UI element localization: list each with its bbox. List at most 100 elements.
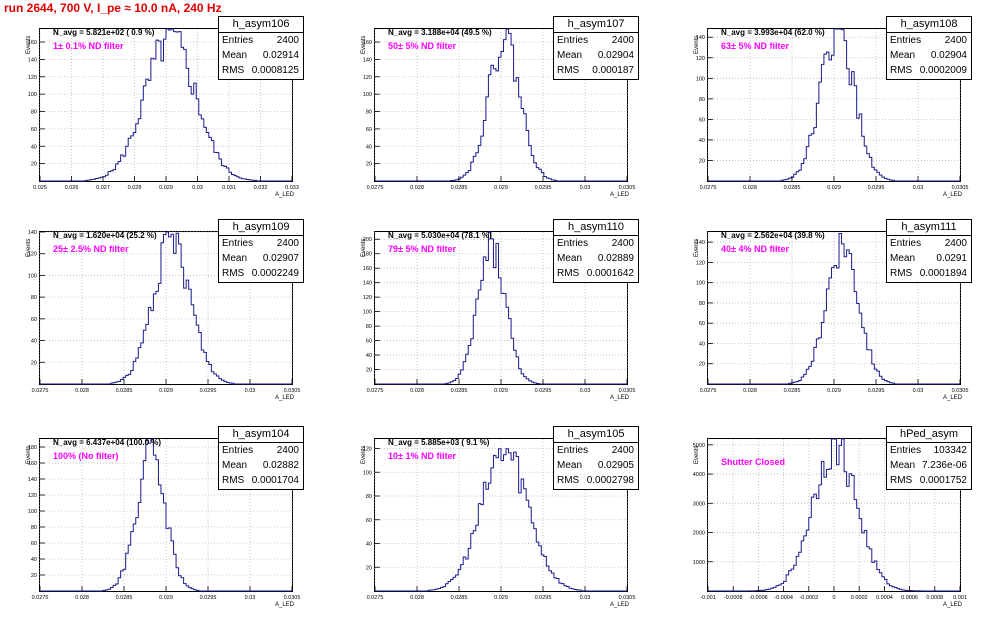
y-tick-label: 40 [366,542,372,548]
stat-value: 0.02905 [597,460,634,471]
stat-key: Mean [222,460,248,471]
x-axis-label: A_LED [943,395,963,401]
histogram-name: h_asym106 [219,17,303,33]
histogram-series [375,28,627,182]
mean-row: Mean 0.0291 [887,251,971,266]
stat-key: RMS [557,268,580,279]
y-tick-label: 120 [363,295,372,301]
entries-row: Entries 2400 [219,443,303,458]
plot-frame: 1000 2000 3000 4000 5000 -0.001 -0.0008 -0.0006… [693,438,967,601]
navg-text: N_avg = 2.562e+04 (39.8 %) [721,231,825,240]
y-tick-label: 60 [699,321,705,327]
x-tick-label: 0.001 [953,595,967,601]
x-tick-label: 0.028 [743,185,757,191]
y-tick-label: 100 [363,470,372,476]
mean-row: Mean 0.02904 [554,48,638,63]
x-tick-label: 0.03 [913,388,924,394]
y-tick-label: 20 [699,362,705,368]
x-tick-label: 0.0002 [851,595,868,601]
stat-value: 0.0002249 [251,268,299,279]
stats-box: h_asym110 Entries 2400 Mean 0.02889 RMS 0.0001… [553,219,639,283]
stat-value: 7.236e-06 [921,460,967,471]
histogram-name: h_asym108 [887,17,971,33]
x-tick-label: 0.03 [580,388,591,394]
filter-label: 10± 1% ND filter [388,451,456,461]
x-tick-label: -0.0008 [724,595,743,601]
histogram-name: h_asym107 [554,17,638,33]
y-tick-label: 20 [366,565,372,571]
x-tick-label: 0.028 [75,595,89,601]
histogram-series [708,233,960,385]
stats-box: h_asym109 Entries 2400 Mean 0.02907 RMS 0.0002… [218,219,304,283]
y-tick-label: 60 [366,339,372,345]
stat-value: 2400 [276,35,299,46]
x-axis-label: A_LED [610,192,630,198]
x-axis-label: A_LED [275,602,295,608]
rms-row: RMS 0.000187 [554,63,638,78]
x-tick-label: 0.0305 [619,388,636,394]
y-axis-label: Events [26,35,32,54]
filter-label: 25± 2.5% ND filter [53,244,129,254]
x-tick-label: 0.029 [827,388,841,394]
y-tick-label: 40 [699,341,705,347]
stat-value: 0.02882 [262,460,299,471]
y-tick-label: 20 [31,573,37,579]
stats-box: h_asym108 Entries 2400 Mean 0.02904 RMS 0.0002… [886,16,972,80]
y-tick-label: 160 [28,461,37,467]
x-tick-label: 0.0295 [868,388,885,394]
stats-box: h_asym105 Entries 2400 Mean 0.02905 RMS 0.0002… [553,426,639,490]
y-tick-label: 20 [31,162,37,168]
y-axis-label: Events [694,445,700,464]
mean-row: Mean 0.02907 [219,251,303,266]
histogram-name: h_asym104 [219,427,303,443]
y-tick-label: 160 [363,40,372,46]
x-tick-label: 0.0305 [952,185,969,191]
stat-key: Mean [890,50,916,61]
x-tick-label: 0.029 [159,388,173,394]
stat-value: 2400 [944,238,967,249]
y-tick-label: 3000 [693,501,705,507]
y-tick-label: 120 [363,75,372,81]
x-tick-label: 0.0305 [284,388,301,394]
stat-value: 2400 [276,445,299,456]
x-tick-label: 0.028 [743,388,757,394]
y-axis-label: Events [361,35,367,54]
histogram-series [375,448,627,592]
mean-row: Mean 0.02889 [554,251,638,266]
y-tick-label: 100 [696,281,705,287]
y-tick-label: 60 [366,127,372,133]
x-tick-label: 0.0295 [535,185,552,191]
y-tick-label: 120 [363,447,372,453]
entries-row: Entries 2400 [554,443,638,458]
y-axis-label: Events [694,238,700,257]
x-tick-label: 0.03 [192,185,203,191]
stat-key: Mean [890,253,916,264]
stats-box: h_asym111 Entries 2400 Mean 0.0291 RMS 0.00018… [886,219,972,283]
mean-row: Mean 0.02904 [887,48,971,63]
y-tick-label: 100 [363,310,372,316]
y-tick-label: 160 [28,40,37,46]
x-tick-label: 0.0275 [32,595,49,601]
stat-key: RMS [890,268,913,279]
navg-text: N_avg = 1.620e+04 (25.2 %) [53,231,157,240]
stat-value: 103342 [933,445,967,456]
rms-row: RMS 0.0002249 [219,266,303,281]
x-tick-label: 0.03 [245,388,256,394]
navg-text: N_avg = 6.437e+04 (100.0 %) [53,438,162,447]
histogram-plot: 20 40 60 80 100 120 0.0275 0.028 0.0285 0.029 0.02… [363,439,635,601]
y-tick-label: 80 [31,525,37,531]
stat-key: RMS [222,268,245,279]
filter-label: 100% (No filter) [53,451,119,461]
stat-key: Mean [890,460,916,471]
mean-row: Mean 7.236e-06 [887,458,971,473]
x-tick-label: 0.0008 [926,595,943,601]
x-axis-label: A_LED [610,395,630,401]
rms-row: RMS 0.0001894 [887,266,971,281]
stat-value: 0.02907 [262,253,299,264]
stat-value: 0.02904 [597,50,634,61]
y-tick-label: 180 [28,445,37,451]
y-tick-label: 40 [31,339,37,345]
filter-label: 1± 0.1% ND filter [53,41,124,51]
stat-key: RMS [222,65,245,76]
